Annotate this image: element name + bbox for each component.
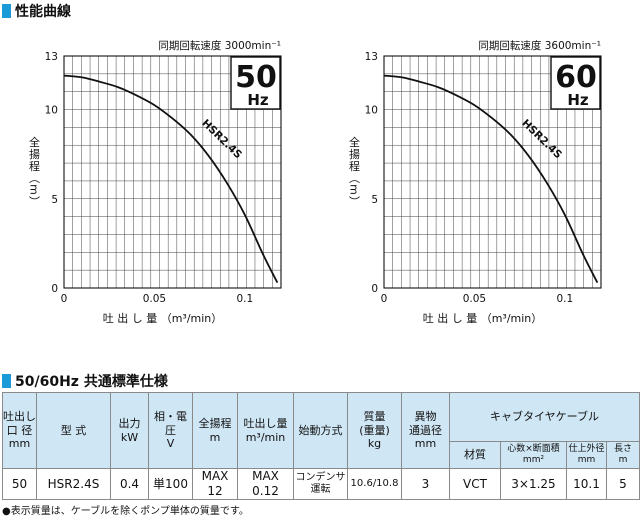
frequency-unit: Hz [247,91,269,109]
x-tick-label: 0.1 [236,293,253,305]
x-axis-label: 吐 出 し 量 （m³/min） [103,311,223,325]
y-tick-label: 13 [365,51,378,63]
y-tick-label: 5 [51,194,58,206]
cell-bore: 50 [2,468,37,500]
header-length: 長さ m [606,441,640,469]
header-bore: 吐出し口 径 mm [2,392,37,469]
frequency-unit: Hz [567,91,589,109]
cell-material: VCT [449,468,501,500]
cell-output: 0.4 [110,468,149,500]
section-title-curves: 性能曲線 [2,2,71,20]
header-passage: 異物 通過径 mm [401,392,450,469]
y-tick-label: 0 [51,283,58,295]
table-header-row: 吐出し口 径 mm 型 式 出力 kW 相・電圧 V 全揚程 m 吐出し量 m³/min … [2,392,640,469]
section-marker [2,374,11,388]
frequency-value: 50 [235,60,277,95]
y-axis-label: 全揚程（m） [348,135,361,208]
x-tick-label: 0 [61,293,68,305]
header-phase-voltage: 相・電圧 V [148,392,193,469]
header-total-head: 全揚程 m [192,392,238,469]
plot-frame [383,55,602,289]
y-tick-label: 10 [365,105,378,117]
header-material: 材質 [449,441,501,469]
section-marker [2,4,11,18]
table-row: 50 HSR2.4S 0.4 単100 MAX 12 MAX 0.12 コンデン… [2,468,640,500]
section-title-text: 50/60Hz 共通標準仕様 [15,374,168,390]
table-subheader-row: 材質 心数×断面積 mm² 仕上外径 mm 長さ m [3,441,640,469]
x-tick-label: 0.1 [556,293,573,305]
speed-label: 同期回転速度 3600min⁻¹ [478,39,601,52]
cell-mass: 10.6/10.8 [347,468,402,500]
cell-flow: MAX 0.12 [237,468,294,500]
frequency-badge [230,56,281,110]
cell-outer: 10.1 [566,468,607,500]
x-axis-label: 吐 出 し 量 （m³/min） [423,311,543,325]
header-outer-diameter: 仕上外径 mm [566,441,607,469]
series-curve [383,74,599,284]
speed-label: 同期回転速度 3000min⁻¹ [158,39,281,52]
header-core-area: 心数×断面積 mm² [500,441,567,469]
section-title-text: 性能曲線 [15,4,71,20]
cell-start: コンデンサ 運転 [293,468,348,500]
cell-passage: 3 [401,468,450,500]
header-model: 型 式 [36,392,111,469]
cell-core: 3×1.25 [500,468,567,500]
header-output: 出力 kW [110,392,149,469]
footnote: ●表示質量は、ケーブルを除くポンプ単体の質量です。 [2,506,249,517]
plot-frame [63,55,282,289]
series-curve [63,74,279,284]
x-tick-label: 0 [381,293,388,305]
spec-table: 吐出し口 径 mm 型 式 出力 kW 相・電圧 V 全揚程 m 吐出し量 m³/min … [2,392,640,500]
section-title-specs: 50/60Hz 共通標準仕様 [2,372,168,390]
y-tick-label: 5 [371,194,378,206]
frequency-badge [550,56,601,110]
y-axis-label: 全揚程（m） [28,135,41,208]
header-mass: 質量 (重量) kg [347,392,402,469]
cell-head: MAX 12 [192,468,238,500]
x-tick-label: 0.05 [463,293,486,305]
header-discharge: 吐出し量 m³/min [237,392,294,469]
y-tick-label: 13 [45,51,58,63]
y-tick-label: 0 [371,283,378,295]
header-start-method: 始動方式 [293,392,348,469]
header-cable: キャブタイヤケーブル [449,392,640,442]
cell-phase: 単100 [148,468,193,500]
x-tick-label: 0.05 [143,293,166,305]
y-tick-label: 10 [45,105,58,117]
performance-chart-60hz: 同期回転速度 3600min⁻¹ 60Hz 0 5 10 13 0 0.05 0.1 全揚程（m）… [348,39,602,325]
cell-model: HSR2.4S [36,468,111,500]
cell-length: 5 [606,468,640,500]
frequency-value: 60 [555,60,597,95]
